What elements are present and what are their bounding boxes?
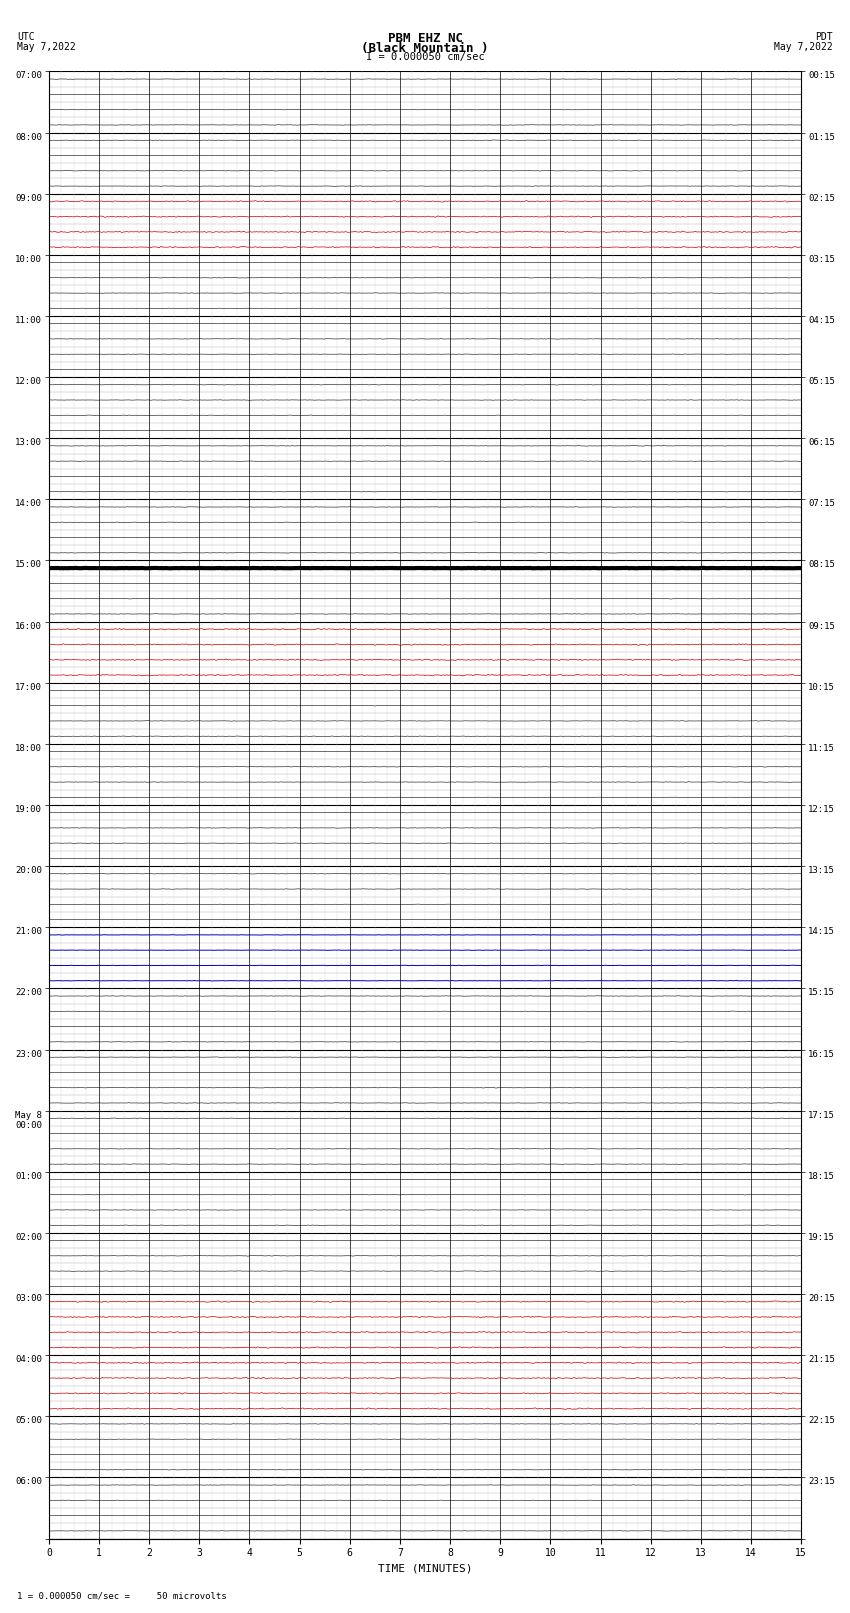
Text: PBM EHZ NC: PBM EHZ NC	[388, 32, 462, 45]
Text: May 7,2022: May 7,2022	[17, 42, 76, 52]
Text: UTC: UTC	[17, 32, 35, 42]
Text: (Black Mountain ): (Black Mountain )	[361, 42, 489, 55]
Text: May 7,2022: May 7,2022	[774, 42, 833, 52]
Text: PDT: PDT	[815, 32, 833, 42]
Text: 1 = 0.000050 cm/sec =     50 microvolts: 1 = 0.000050 cm/sec = 50 microvolts	[17, 1590, 227, 1600]
X-axis label: TIME (MINUTES): TIME (MINUTES)	[377, 1565, 473, 1574]
Text: I = 0.000050 cm/sec: I = 0.000050 cm/sec	[366, 52, 484, 61]
